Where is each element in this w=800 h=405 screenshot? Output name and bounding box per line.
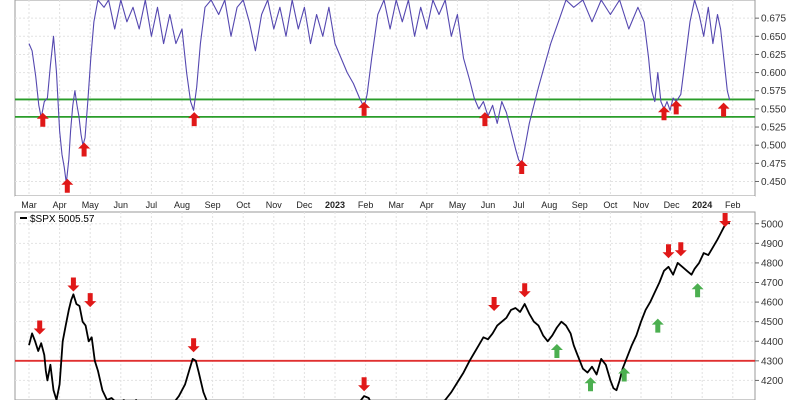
top-red-up-arrow-marker (670, 100, 683, 115)
top-red-up-arrow-marker (358, 101, 371, 116)
date-axis-band (15, 196, 755, 212)
date-tick-label: Oct (603, 200, 618, 210)
top-red-up-arrow-marker (188, 112, 201, 127)
bottom-green-up-arrow-marker (691, 283, 704, 298)
date-tick-label: Nov (266, 200, 283, 210)
date-tick-label: Jun (481, 200, 496, 210)
bottom-red-down-arrow-marker (518, 283, 531, 298)
top-ytick-label: 0.600 (761, 68, 786, 79)
date-tick-label: Jul (513, 200, 525, 210)
bottom-red-down-arrow-marker (67, 277, 80, 292)
bottom-red-down-arrow-marker (488, 297, 501, 311)
bottom-ytick-label: 4800 (761, 258, 784, 269)
top-red-up-arrow-marker (478, 112, 491, 127)
bottom-green-up-arrow-marker (584, 377, 597, 392)
bottom-ytick-label: 5000 (761, 219, 784, 230)
bottom-ytick-label: 4600 (761, 298, 784, 309)
top-panel-breadth-indicator: 0.675 0.650 0.625 0.600 0.575 0.550 0.525 0.500… (14, 0, 786, 197)
date-tick-label: Dec (664, 200, 681, 210)
date-tick-label: Feb (358, 200, 374, 210)
bottom-red-down-arrow-marker (84, 293, 97, 308)
bottom-ytick-label: 4200 (761, 376, 784, 387)
bottom-ytick-label: 4400 (761, 337, 784, 348)
top-red-up-arrow-marker (717, 102, 730, 117)
top-ytick-label: 0.575 (761, 86, 786, 97)
date-tick-label: Aug (174, 200, 190, 210)
top-ytick-label: 0.475 (761, 159, 786, 170)
date-tick-label: 2023 (325, 200, 345, 210)
top-red-up-arrow-marker (515, 160, 528, 174)
date-tick-label: Aug (541, 200, 557, 210)
date-tick-label: Feb (725, 200, 741, 210)
date-tick-label: Mar (388, 200, 404, 210)
bottom-green-up-arrow-marker (651, 318, 664, 333)
date-tick-label: Sep (205, 200, 221, 210)
top-ytick-label: 0.550 (761, 104, 786, 115)
date-tick-label: May (449, 200, 467, 210)
top-plot-area (14, 0, 756, 197)
top-ytick-label: 0.450 (761, 177, 786, 188)
bottom-series-line (28, 220, 731, 400)
bottom-ytick-label: 4700 (761, 278, 784, 289)
bottom-plot-area (14, 211, 756, 401)
top-ytick-label: 0.525 (761, 123, 786, 134)
bottom-ytick-label: 4500 (761, 317, 784, 328)
date-tick-label: Nov (633, 200, 650, 210)
bottom-red-down-arrow-marker (719, 213, 732, 227)
bottom-ytick-label: 4300 (761, 356, 784, 367)
bottom-red-down-arrow-marker (662, 244, 675, 259)
date-tick-label: Dec (296, 200, 313, 210)
top-ytick-label: 0.650 (761, 32, 786, 43)
top-ytick-label: 0.625 (761, 50, 786, 61)
bottom-ytick-label: 4900 (761, 239, 784, 250)
date-tick-label: Jun (114, 200, 129, 210)
bottom-red-down-arrow-marker (33, 320, 46, 335)
top-red-up-arrow-marker (78, 142, 91, 157)
date-tick-label: Apr (53, 200, 67, 210)
top-ytick-label: 0.675 (761, 14, 786, 25)
date-tick-label: May (82, 200, 100, 210)
top-red-up-arrow-marker (61, 178, 74, 193)
date-axis: Mar Apr May Jun Jul Aug Sep Oct Nov Dec 2023 Feb Mar… (15, 196, 755, 212)
bottom-red-down-arrow-marker (187, 338, 200, 353)
date-tick-label: Apr (420, 200, 434, 210)
bottom-red-down-arrow-marker (358, 377, 371, 392)
date-tick-label: Sep (572, 200, 588, 210)
top-series-line (28, 0, 731, 184)
date-tick-label: Oct (236, 200, 251, 210)
bottom-green-up-arrow-marker (618, 367, 631, 382)
date-tick-label: Mar (21, 200, 37, 210)
bottom-green-up-arrow-marker (550, 344, 563, 358)
legend-label: $SPX 5005.57 (30, 214, 95, 225)
bottom-panel-spx-price: 5000 4900 4800 4700 4600 4500 4400 4300 4200 $SPX… (14, 211, 784, 401)
date-tick-label: Jul (146, 200, 158, 210)
top-red-up-arrow-marker (658, 106, 670, 121)
top-red-up-arrow-marker (36, 112, 49, 127)
bottom-red-down-arrow-marker (674, 242, 687, 257)
date-tick-label: 2024 (692, 200, 712, 210)
top-ytick-label: 0.500 (761, 141, 786, 152)
